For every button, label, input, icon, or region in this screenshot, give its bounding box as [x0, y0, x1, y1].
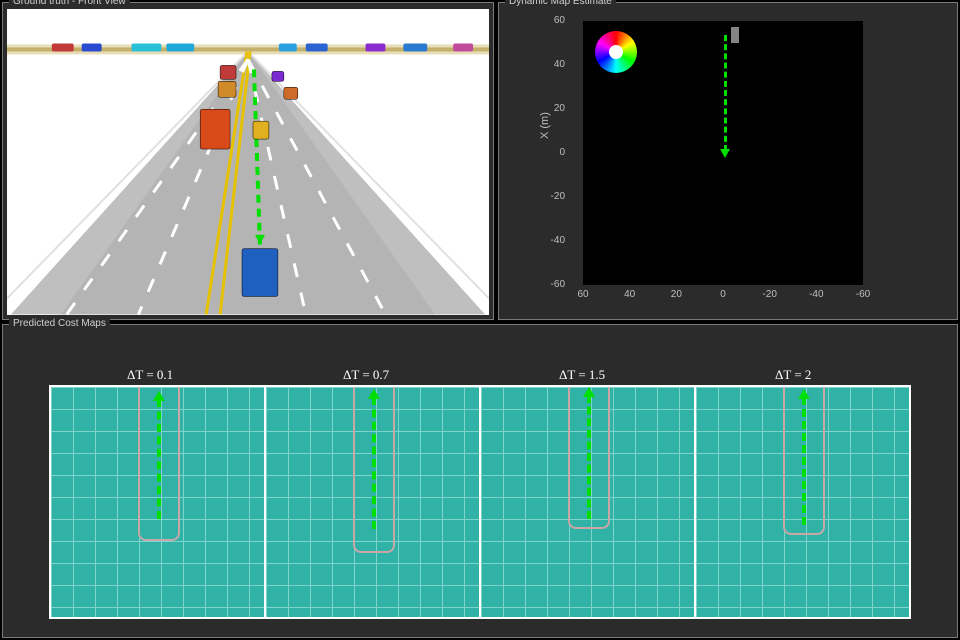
predicted-track-arrow-icon: [368, 389, 380, 399]
horizon-car: [82, 43, 102, 51]
predicted-track-arrow-icon: [798, 389, 810, 399]
ground-truth-view: [7, 9, 489, 315]
dynamic-map-plot: [583, 21, 863, 285]
cost-map-cell: [266, 387, 481, 617]
y-tick: 0: [529, 147, 565, 158]
horizon-car: [166, 43, 194, 51]
horizon-car: [131, 43, 161, 51]
cost-maps-view: ΔT = 0.1 ΔT = 0.7 ΔT = 1.5 ΔT = 2: [7, 331, 953, 633]
y-tick: 60: [529, 15, 565, 26]
y-tick: -40: [529, 235, 565, 246]
front-view-scene: [7, 9, 489, 315]
predicted-track-arrow-icon: [583, 387, 595, 397]
ground-truth-panel: Ground truth - Front View: [2, 2, 494, 320]
horizon-car: [306, 43, 328, 51]
road-vehicle: [200, 109, 230, 149]
x-tick: -20: [755, 289, 785, 300]
ego-track: [724, 35, 727, 151]
cost-map-row: [49, 385, 911, 619]
y-tick: 20: [529, 103, 565, 114]
horizon-car: [453, 43, 473, 51]
x-tick: 20: [661, 289, 691, 300]
cost-maps-title: Predicted Cost Maps: [9, 318, 110, 329]
horizon-car: [279, 43, 297, 51]
delta-t-label: ΔT = 1.5: [559, 367, 605, 383]
road-vehicle: [218, 81, 236, 97]
predicted-track: [802, 397, 806, 525]
x-tick: -60: [848, 289, 878, 300]
ego-track-arrow-icon: [720, 149, 730, 158]
road-vehicle: [272, 71, 284, 81]
road-vehicle: [242, 249, 278, 297]
horizon-car: [366, 43, 386, 51]
cost-map-cell: [696, 387, 909, 617]
predicted-track: [157, 399, 161, 519]
dynamic-map-view: X (m) 60 40 20 0 -20 -40 -60 60 40 20 0 -20 -40 -60: [505, 9, 951, 313]
x-tick: 40: [615, 289, 645, 300]
delta-t-label: ΔT = 2: [775, 367, 811, 383]
delta-t-label: ΔT = 0.1: [127, 367, 173, 383]
horizon-car: [52, 43, 74, 51]
dynamic-map-title: Dynamic Map Estimate: [505, 0, 616, 7]
horizon-car: [403, 43, 427, 51]
y-tick: -60: [529, 279, 565, 290]
predicted-track: [587, 395, 591, 519]
predicted-track: [372, 397, 376, 529]
delta-t-label: ΔT = 0.7: [343, 367, 389, 383]
obstacle-marker: [731, 27, 739, 43]
x-tick: 0: [708, 289, 738, 300]
ground-truth-title: Ground truth - Front View: [9, 0, 130, 7]
road-vehicle: [220, 65, 236, 79]
cost-map-cell: [51, 387, 266, 617]
road-vehicle: [284, 87, 298, 99]
y-tick: -20: [529, 191, 565, 202]
predicted-cost-maps-panel: Predicted Cost Maps ΔT = 0.1ΔT = 0.7ΔT =…: [2, 324, 958, 638]
road-vehicle: [253, 121, 269, 139]
x-tick: -40: [801, 289, 831, 300]
x-tick: 60: [568, 289, 598, 300]
hue-ring-icon: [595, 31, 637, 73]
y-tick: 40: [529, 59, 565, 70]
cost-map-cell: [481, 387, 696, 617]
y-axis-label: X (m): [539, 112, 551, 139]
dynamic-map-panel: Dynamic Map Estimate X (m) 60 40 20 0 -20 -40…: [498, 2, 958, 320]
predicted-track-arrow-icon: [153, 391, 165, 401]
